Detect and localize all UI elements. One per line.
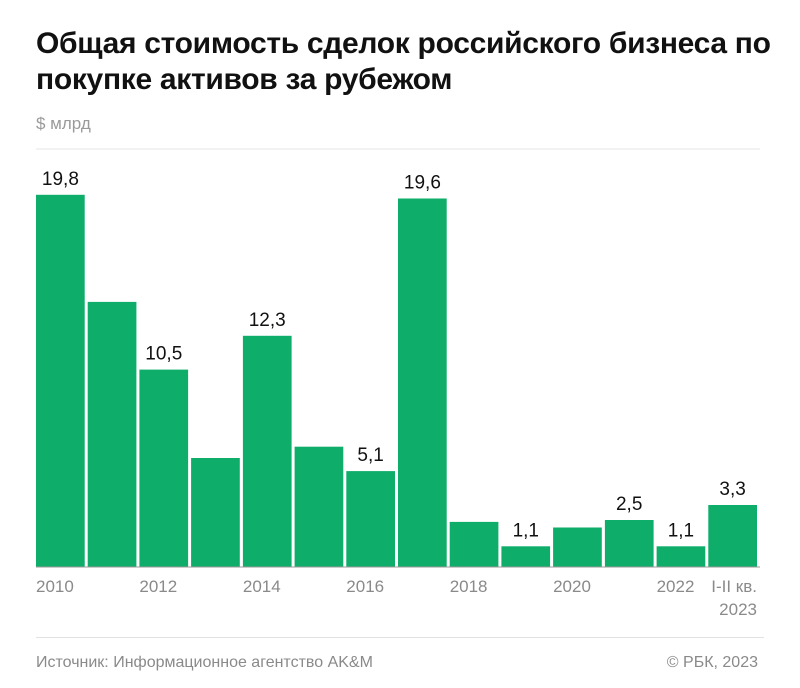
x-tick-label: I-II кв. 2023 xyxy=(711,577,757,619)
bar-2022 xyxy=(656,546,706,567)
bar-2019 xyxy=(501,546,551,567)
data-label: 12,3 xyxy=(249,310,286,331)
x-tick-label: 2016 xyxy=(346,577,384,596)
x-tick-labels-group: 2010 2012 2014 2016 2018 2020 2022 I-II кв. 2023 xyxy=(36,577,757,619)
bar-2015 xyxy=(294,446,344,567)
source-note: Источник: Информационное агентство AK&M xyxy=(36,654,373,671)
data-label: 10,5 xyxy=(145,344,182,365)
data-label: 2,5 xyxy=(616,494,642,515)
bar-2012 xyxy=(139,369,189,567)
x-tick-label: 2012 xyxy=(139,577,177,596)
x-tick-label: 2020 xyxy=(553,577,591,596)
x-tick-label: 2010 xyxy=(36,577,74,596)
bar-2016 xyxy=(346,471,395,567)
data-label: 5,1 xyxy=(357,445,383,466)
bar-2018 xyxy=(449,521,499,567)
bar-2011 xyxy=(87,301,137,567)
x-tick-label: 2022 xyxy=(657,577,695,596)
chart-title: Общая стоимость сделок российского бизне… xyxy=(36,27,771,96)
x-tick-label: 2014 xyxy=(243,577,281,596)
bars-group xyxy=(36,194,757,568)
data-label: 1,1 xyxy=(513,520,539,541)
data-label: 3,3 xyxy=(719,479,745,500)
footer-divider xyxy=(36,637,764,638)
x-tick-label: 2018 xyxy=(450,577,488,596)
bar-2021 xyxy=(604,520,654,567)
data-label: 19,8 xyxy=(42,169,79,190)
bar-I-II-кв.-2023 xyxy=(708,505,757,567)
bar-2017 xyxy=(398,198,447,567)
copyright-note: © РБК, 2023 xyxy=(666,654,758,671)
unit-label: $ млрд xyxy=(36,114,91,133)
data-label: 19,6 xyxy=(404,173,441,194)
data-labels-group: 19,8 10,5 12,3 5,1 19,6 1,1 2,5 1,1 3,3 xyxy=(42,169,746,541)
bar-2010 xyxy=(36,194,85,568)
bar-2014 xyxy=(242,335,292,567)
data-label: 1,1 xyxy=(668,520,694,541)
bar-2020 xyxy=(553,527,602,567)
bar-2013 xyxy=(191,458,240,567)
